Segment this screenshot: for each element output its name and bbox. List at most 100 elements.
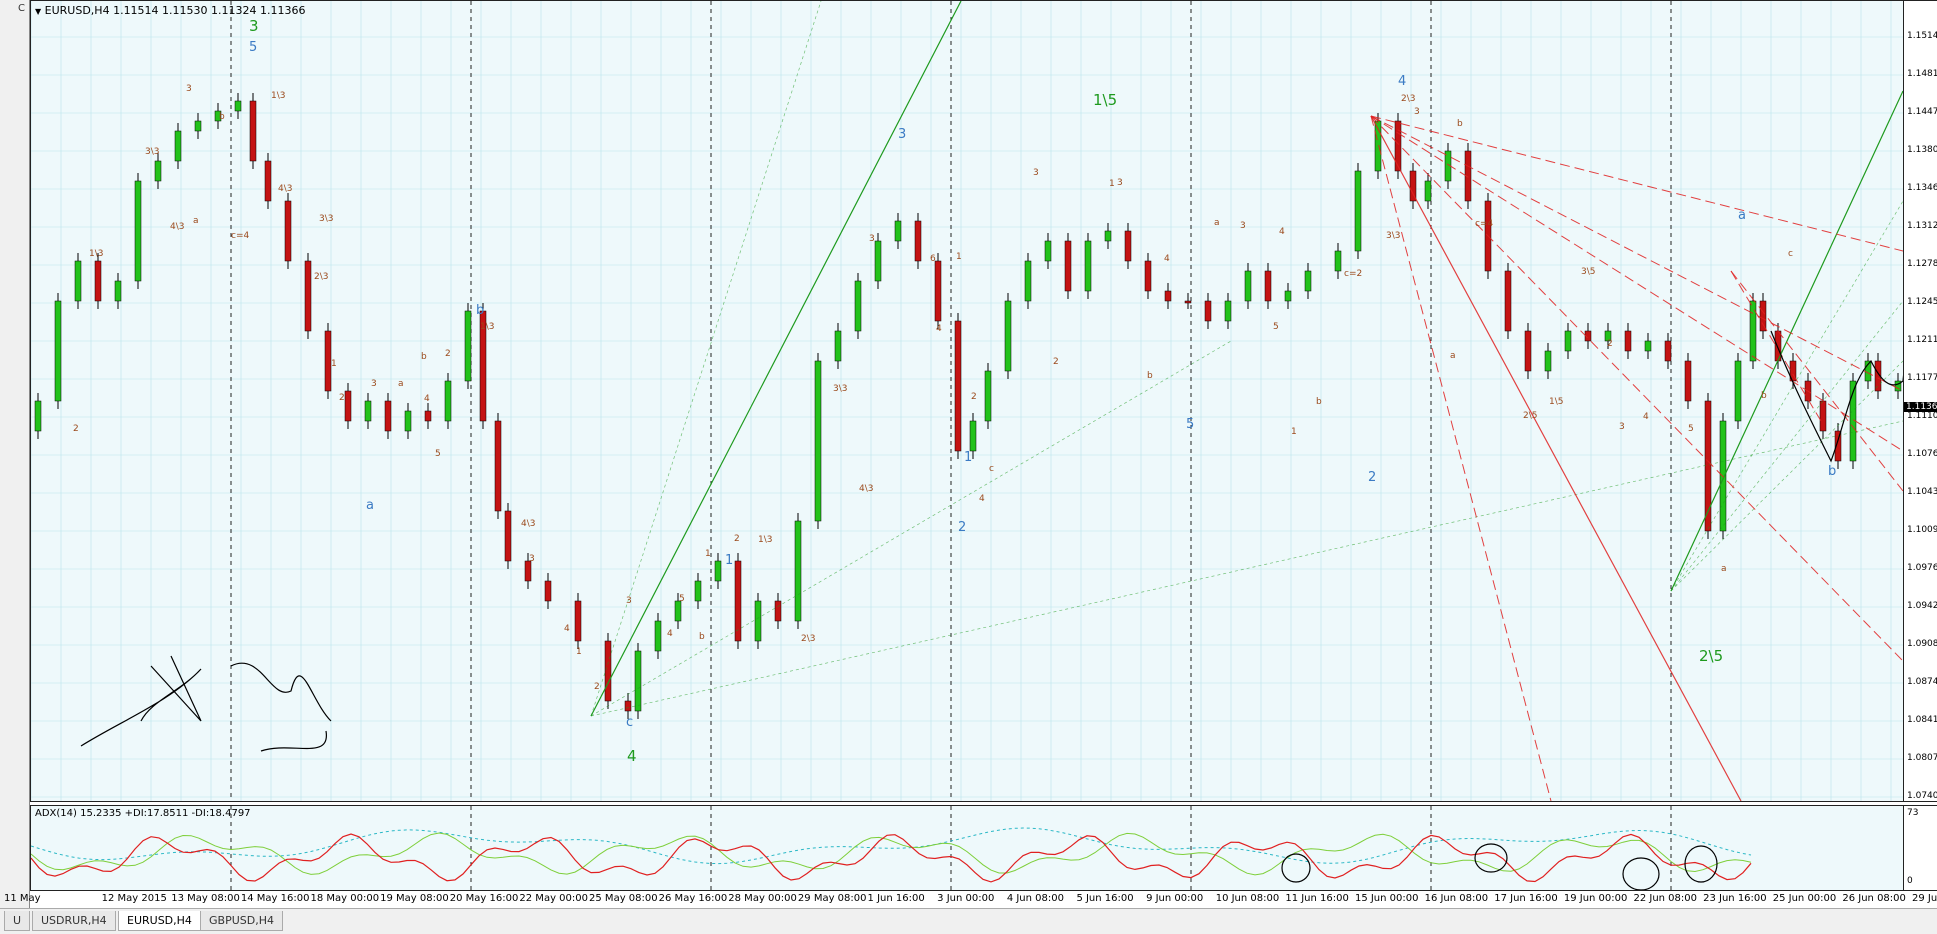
chart-menu-icon[interactable]: ▼ <box>35 7 42 16</box>
wave-label-brown: 4 <box>667 629 673 639</box>
bear-candle <box>1834 430 1842 462</box>
chart-title: ▼ EURUSD,H4 1.11514 1.11530 1.11324 1.11… <box>35 4 306 17</box>
price-tick-label: 1.0874 <box>1907 677 1937 687</box>
bear-candle <box>914 220 922 262</box>
bull-candle <box>1024 260 1032 302</box>
wave-label-brown: b <box>1316 397 1322 407</box>
wave-label-brown: 2 <box>445 349 451 359</box>
time-tick-label: 22 May 00:00 <box>519 893 588 904</box>
time-tick-label: 18 May 00:00 <box>310 893 380 904</box>
bull-candle <box>1604 330 1612 342</box>
wave-label-brown: 2 <box>339 393 345 403</box>
bull-candle <box>404 410 412 432</box>
wave-label-brown: 3 <box>1240 221 1246 231</box>
time-tick-label: 3 Jun 00:00 <box>937 893 995 904</box>
wave-label-brown: 4\3 <box>278 184 292 194</box>
bull-candle <box>54 300 62 402</box>
wave-label-brown: a <box>398 379 404 389</box>
wave-label-brown: 4 <box>979 494 985 504</box>
forecast-path <box>1770 330 1903 463</box>
bear-candle <box>954 320 962 452</box>
bear-candle <box>1819 400 1827 432</box>
wave-label-brown: 1 <box>956 252 962 262</box>
trend-line-green <box>1670 360 1903 592</box>
bull-candle <box>174 130 182 162</box>
bear-candle <box>504 510 512 562</box>
time-tick-label: 26 May 16:00 <box>658 893 728 904</box>
indicator-title: ADX(14) 15.2335 +DI:17.8511 -DI:18.4797 <box>35 808 251 819</box>
time-tick-label: 25 May 08:00 <box>589 893 658 904</box>
wave-label-brown: 3 <box>1619 422 1625 432</box>
price-tick-label: 1.1076 <box>1907 449 1937 459</box>
bull-candle <box>1374 120 1382 172</box>
price-tick-label: 1.1380 <box>1907 145 1937 155</box>
wave-label-brown: 2 <box>1607 339 1613 349</box>
trend-line-green <box>1670 200 1903 592</box>
trend-line-green <box>590 1 962 717</box>
wave-label-brown: 4 <box>1643 412 1649 422</box>
wave-label-brown: c=2 <box>1344 269 1362 279</box>
adx-indicator-pane[interactable]: ADX(14) 15.2335 +DI:17.8511 -DI:18.4797 <box>30 805 1904 891</box>
bear-candle <box>1064 240 1072 292</box>
price-tick-label: 1.1009 <box>1907 525 1937 535</box>
time-tick-label: 14 May 16:00 <box>240 893 310 904</box>
price-chart-svg[interactable]: 341\52\55abc31254ab123b21\33\34\3ac=41\3… <box>31 1 1903 801</box>
wave-label-brown: 2 <box>594 682 600 692</box>
wave-label-brown: a <box>1214 218 1220 228</box>
main-chart-area[interactable]: 3 4 1\5 2\5 5 a b c 3 1 2 5 4 a b 1 2 3 b 2 1\3 3\3 4\3 a c=4 1\3… <box>30 0 1904 802</box>
time-tick-label: 11 Jun 16:00 <box>1285 893 1349 904</box>
wave-label-brown: 3\3 <box>319 214 333 224</box>
price-tick-label: 1.0807 <box>1907 753 1937 763</box>
time-tick-label: 22 Jun 08:00 <box>1633 893 1697 904</box>
price-tick-label: 1.1447 <box>1907 107 1937 117</box>
tab-gbpusd[interactable]: GBPUSD,H4 <box>200 911 283 931</box>
trend-line-green <box>590 340 1232 717</box>
bear-candle <box>1759 300 1767 332</box>
wave-label-brown: 2 <box>734 534 740 544</box>
tab-eurusd[interactable]: EURUSD,H4 <box>118 911 201 931</box>
bear-candle <box>384 400 392 432</box>
wave-label-brown: 4 <box>1279 227 1285 237</box>
wave-label-green: 2\5 <box>1699 647 1723 665</box>
left-panel-label: C <box>18 3 25 14</box>
time-tick-label: 4 Jun 08:00 <box>1006 893 1064 904</box>
tab-u[interactable]: U <box>4 911 31 931</box>
wave-label-brown: 5 <box>1273 322 1279 332</box>
bull-candle <box>1304 270 1312 292</box>
adx-line <box>31 827 1752 865</box>
bear-candle <box>1264 270 1272 302</box>
bull-candle <box>1044 240 1052 262</box>
bear-candle <box>1684 360 1692 402</box>
wave-label-green: 1\5 <box>1093 91 1117 109</box>
price-tick-label: 1.1312 <box>1907 221 1937 231</box>
bear-candle <box>1164 290 1172 302</box>
tab-usdrur[interactable]: USDRUR,H4 <box>32 911 116 931</box>
trend-line-red <box>1370 115 1903 452</box>
time-tick-label: 15 Jun 00:00 <box>1354 893 1419 904</box>
bear-candle <box>934 260 942 322</box>
bull-candle <box>1734 360 1742 422</box>
adx-chart-svg[interactable] <box>31 806 1903 890</box>
wave-label-brown: 3\3 <box>833 384 847 394</box>
bull-candle <box>234 100 242 112</box>
bull-candle <box>114 280 122 302</box>
bear-candle <box>1184 300 1192 304</box>
bear-candle <box>1524 330 1532 372</box>
wave-label-brown: c <box>1788 249 1793 259</box>
hand-drawn-scribble <box>80 655 332 752</box>
bull-candle <box>1104 230 1112 242</box>
bear-candle <box>1504 270 1512 332</box>
wave-label-brown: a <box>1450 351 1456 361</box>
bull-candle <box>34 400 42 432</box>
bull-candle <box>654 620 662 652</box>
wave-label-brown: 1 <box>1291 427 1297 437</box>
bull-candle <box>794 520 802 622</box>
wave-label-brown: 2 <box>1053 357 1059 367</box>
wave-label-brown: 1\3 <box>271 91 285 101</box>
wave-label-brown: 3\3 <box>145 147 159 157</box>
wave-label-brown: 4\3 <box>521 519 535 529</box>
wave-label-brown: 1\3 <box>89 249 103 259</box>
bear-candle <box>734 560 742 642</box>
bull-candle <box>1224 300 1232 322</box>
price-axis[interactable]: 1.1514 1.1481 1.1447 1.1380 1.1346 1.1312 1.12… <box>1904 0 1937 802</box>
